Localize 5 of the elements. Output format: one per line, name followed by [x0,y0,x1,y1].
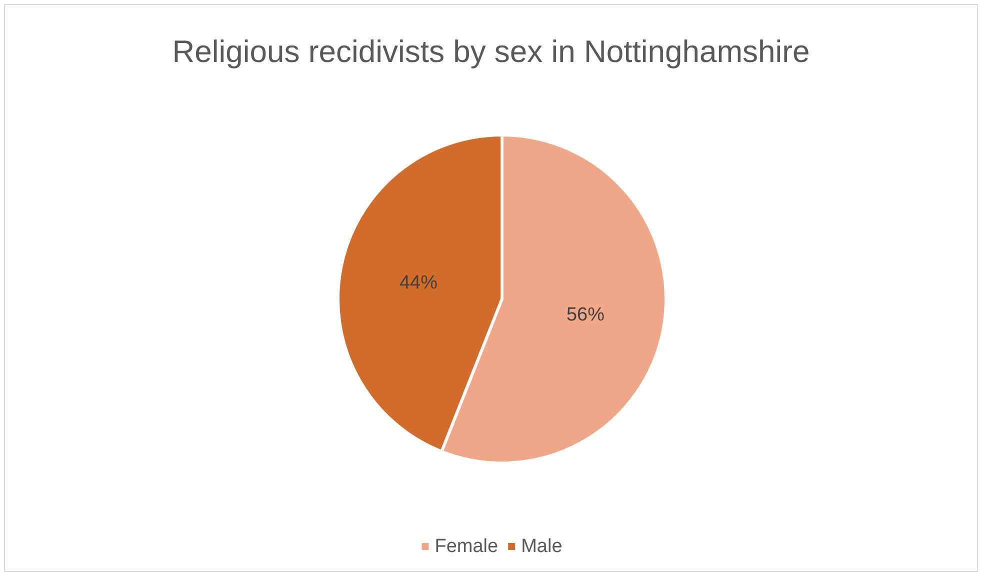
data-label: 56% [566,304,605,326]
legend-label: Female [434,536,498,557]
data-label: 44% [399,272,438,294]
chart-title: Religious recidivists by sex in Nottinghamshire [172,34,810,69]
legend-label: Male [521,536,562,557]
